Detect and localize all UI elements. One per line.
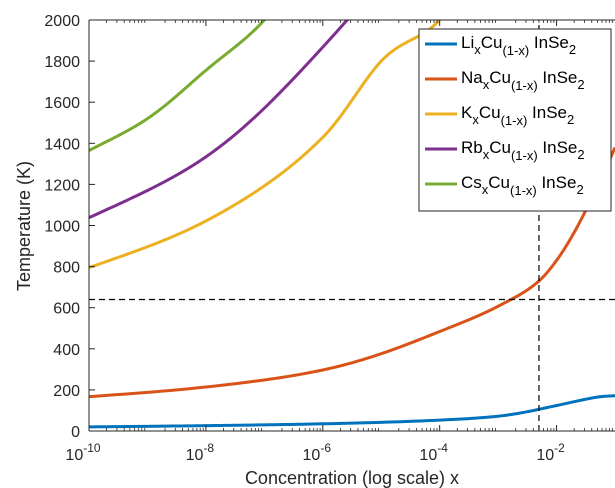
legend-entry: CsxCu(1-x) InSe2 [461,173,584,198]
y-tick-label: 600 [53,301,80,318]
x-tick-label: 10-2 [536,441,565,464]
legend-entry: RbxCu(1-x) InSe2 [461,138,585,163]
x-axis-label: Concentration (log scale) x [245,468,459,488]
data-series-group [89,20,615,429]
legend-box [418,28,612,212]
y-tick-label: 1600 [44,95,80,112]
y-tick-label: 1800 [44,54,80,71]
series-line-cs [89,20,267,152]
y-tick-label: 200 [53,383,80,400]
y-tick-label: 0 [71,424,80,441]
y-tick-label: 1400 [44,136,80,153]
axes: 0 200 400 600 800 1000 1200 1400 1600 1800 2000 10-… [44,13,615,464]
series-line-rb [89,20,350,220]
y-axis-label: Temperature (K) [14,161,34,291]
series-line-li [89,394,615,429]
y-tick-label: 400 [53,342,80,359]
y-tick-label: 1200 [44,177,80,194]
legend: LixCu(1-x) InSe2 NaxCu(1-x) InSe2 KxCu(1-x… [418,28,612,212]
y-tick-label: 2000 [44,13,80,30]
x-tick-label: 10-10 [65,441,100,464]
legend-entry: KxCu(1-x) InSe2 [461,103,574,128]
y-tick-label: 1000 [44,219,80,236]
series-line-k [89,20,442,270]
y-tick-label: 800 [53,260,80,277]
series-line-na [89,146,615,399]
legend-entry: NaxCu(1-x) InSe2 [461,68,585,93]
x-tick-label: 10-4 [419,441,448,464]
x-tick-label: 10-8 [186,441,215,464]
legend-entry: LixCu(1-x) InSe2 [461,33,576,58]
x-tick-label: 10-6 [303,441,332,464]
